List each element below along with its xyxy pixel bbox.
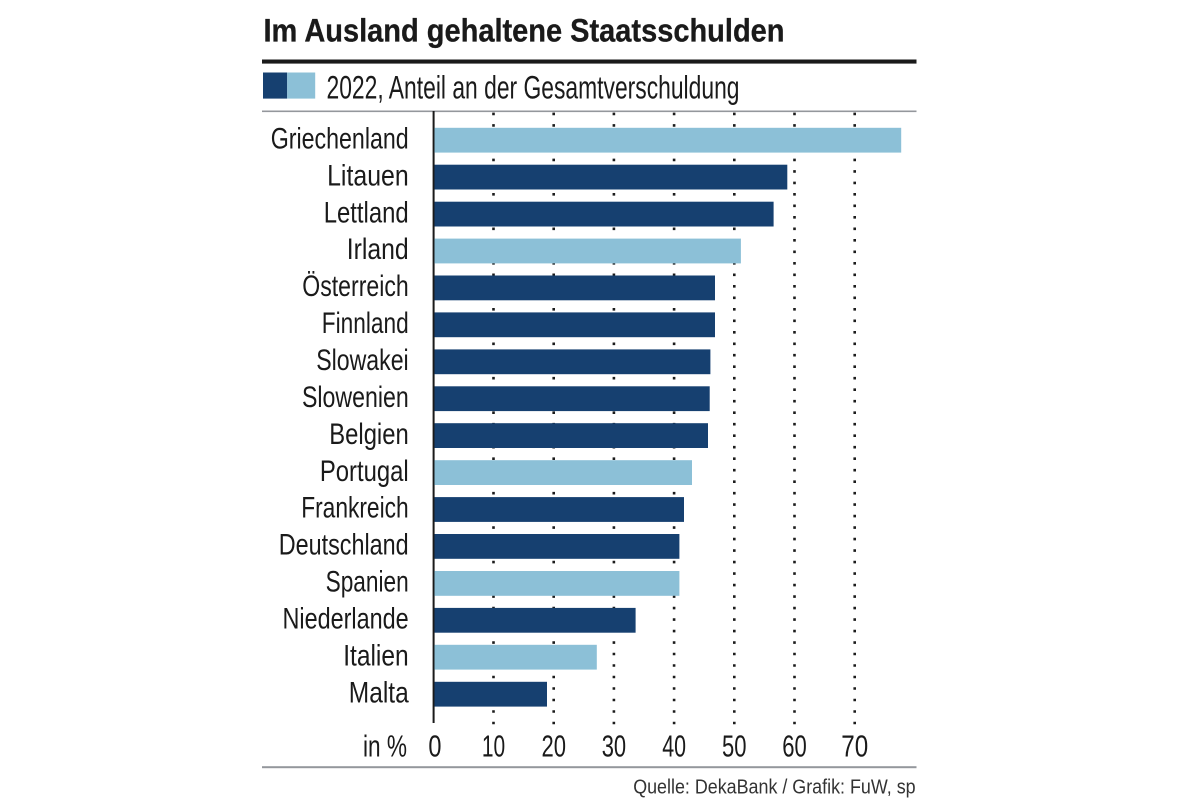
svg-text:Spanien: Spanien [326, 566, 409, 599]
svg-text:Belgien: Belgien [329, 418, 408, 451]
svg-text:Lettland: Lettland [324, 196, 409, 229]
svg-text:40: 40 [662, 728, 686, 763]
svg-text:Griechenland: Griechenland [271, 122, 409, 155]
svg-text:Irland: Irland [347, 233, 409, 266]
svg-text:Litauen: Litauen [327, 159, 409, 192]
svg-text:Im Ausland gehaltene Staatssch: Im Ausland gehaltene Staatsschulden [264, 13, 785, 49]
svg-text:Quelle: DekaBank / Grafik: FuW: Quelle: DekaBank / Grafik: FuW, sp [633, 777, 915, 799]
svg-text:70: 70 [841, 728, 868, 763]
svg-text:Portugal: Portugal [320, 455, 409, 488]
svg-text:in %: in % [363, 728, 407, 763]
svg-text:Slowakei: Slowakei [316, 344, 409, 377]
svg-text:50: 50 [722, 728, 747, 763]
svg-text:Italien: Italien [343, 639, 409, 672]
svg-text:Deutschland: Deutschland [279, 529, 409, 562]
svg-text:60: 60 [782, 728, 807, 763]
svg-text:20: 20 [541, 728, 566, 763]
svg-text:Niederlande: Niederlande [283, 603, 409, 636]
svg-text:2022, Anteil an der Gesamtvers: 2022, Anteil an der Gesamtverschuldung [327, 69, 740, 105]
svg-text:30: 30 [602, 728, 626, 763]
svg-text:Slowenien: Slowenien [302, 381, 409, 414]
svg-text:Frankreich: Frankreich [301, 492, 409, 525]
svg-text:10: 10 [482, 728, 505, 763]
svg-text:Österreich: Österreich [302, 270, 408, 303]
svg-text:0: 0 [428, 728, 441, 763]
svg-text:Finnland: Finnland [322, 307, 409, 340]
svg-text:Malta: Malta [349, 676, 409, 709]
